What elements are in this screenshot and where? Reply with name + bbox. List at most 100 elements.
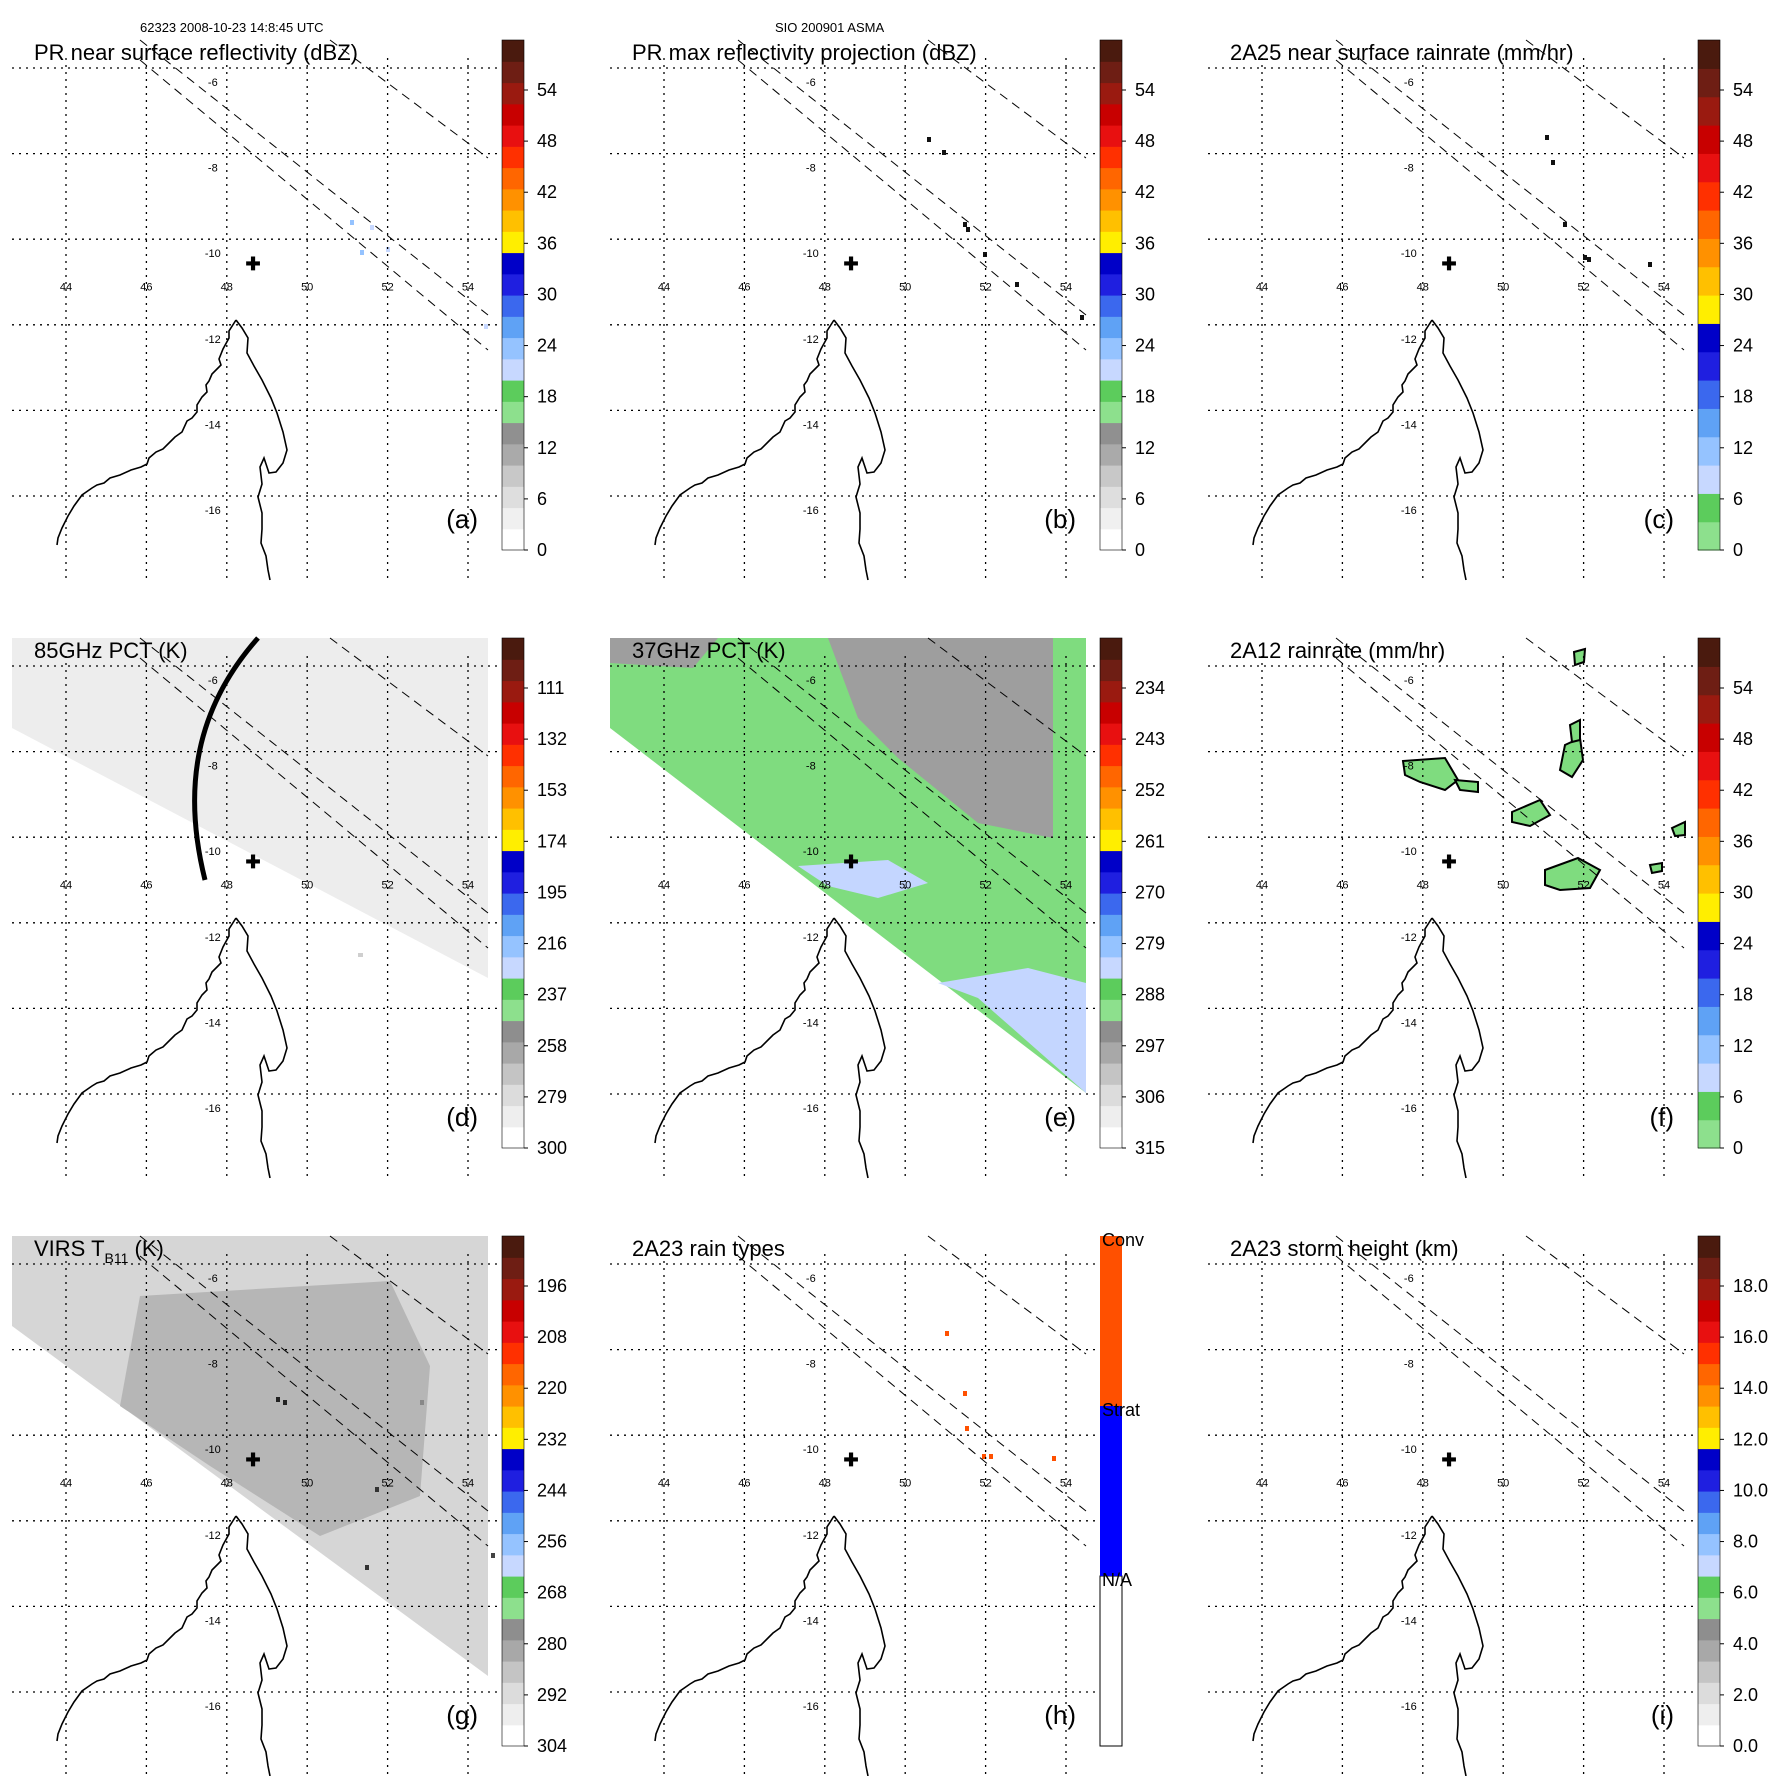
panel-title-subscript: B11 <box>105 1250 129 1266</box>
colorbar-segment <box>502 188 524 211</box>
colorbar-tick-label: 42 <box>537 182 557 202</box>
colorbar-tick-label: 48 <box>1733 729 1753 749</box>
colorbar-segment <box>502 1639 524 1662</box>
panel-title: 2A23 storm height (km) <box>1230 1236 1459 1261</box>
colorbar-segment <box>1698 380 1720 409</box>
lon-label: 46 <box>1336 1478 1348 1490</box>
lat-label: -10 <box>803 248 819 260</box>
lat-label: -12 <box>803 932 819 944</box>
colorbar-segment <box>502 914 524 937</box>
colorbar-tick-label: 196 <box>537 1276 567 1296</box>
colorbar-segment <box>1698 493 1720 523</box>
colorbar-segment <box>1100 701 1122 724</box>
swath-edge-dashed <box>139 657 489 949</box>
lon-label: 54 <box>1658 1478 1670 1490</box>
colorbar-tick-label: 244 <box>537 1480 567 1500</box>
lon-label: 54 <box>1658 880 1670 892</box>
lon-label: 52 <box>979 1478 991 1490</box>
lon-label: 48 <box>221 880 233 892</box>
colorbar-segment <box>1698 153 1720 183</box>
colorbar-tick-label: 4.0 <box>1733 1634 1758 1654</box>
colorbar-segment <box>1100 1126 1122 1149</box>
lon-label: 44 <box>658 1478 670 1490</box>
swath-edge-dashed <box>329 637 489 757</box>
rain-pixel-3 <box>1583 255 1587 260</box>
colorbar-segment <box>502 507 524 530</box>
panel-f-plot: -6 -8 -10 -12 -14 -16 44 46 48 50 52 54 ✚ 2A12 rainra… <box>1208 637 1753 1179</box>
panel-title-main: 2A23 storm height (km) <box>1230 1236 1459 1261</box>
colorbar-segment <box>1698 949 1720 979</box>
warm-region-west <box>610 638 718 668</box>
colorbar-tick-label: 268 <box>537 1583 567 1603</box>
colorbar-category-label-2: N/A <box>1102 1570 1132 1590</box>
center-marker: ✚ <box>245 1450 260 1470</box>
colorbar-segment <box>1698 181 1720 211</box>
swath-edge-dashed <box>1525 1235 1685 1355</box>
rain-pixel-5 <box>1648 262 1652 267</box>
lon-label: 52 <box>1577 282 1589 294</box>
panel-h-plot: -6 -8 -10 -12 -14 -16 44 46 48 50 52 54 ✚ 2A23 rain t… <box>610 1230 1144 1776</box>
colorbar-segment <box>1698 638 1720 667</box>
rain-pixel-0 <box>1545 135 1549 140</box>
colorbar-segment <box>502 358 524 381</box>
colorbar-segment <box>1100 61 1122 84</box>
swath-edge-dashed <box>737 1255 1087 1547</box>
colorbar-segment <box>1100 210 1122 232</box>
lat-label: -8 <box>208 1359 218 1371</box>
lon-label: 44 <box>60 880 72 892</box>
coastline-west <box>1252 319 1433 546</box>
center-marker: ✚ <box>843 852 858 872</box>
lat-label: -6 <box>1404 77 1414 89</box>
lat-label: -14 <box>803 1615 819 1627</box>
colorbar-tick-label: 6 <box>537 489 547 509</box>
colorbar-segment <box>502 1491 524 1513</box>
lon-label: 50 <box>301 880 313 892</box>
panel-label: (c) <box>1644 504 1674 534</box>
panel-virs-tb11: -6 -8 -10 -12 -14 -16 44 46 48 50 52 54 ✚ VIRS TB11 (… <box>0 1235 567 1776</box>
colorbar-segment <box>1100 978 1122 1000</box>
colorbar-tick-label: 30 <box>537 284 557 304</box>
lon-label: 54 <box>462 282 474 294</box>
colorbar-segment <box>502 1236 524 1258</box>
lon-label: 52 <box>381 1478 393 1490</box>
colorbar-segment <box>1698 351 1720 381</box>
rain-cell-4 <box>1568 718 1581 744</box>
colorbar-tick-label: 16.0 <box>1733 1327 1768 1347</box>
colorbar-tick-label: 42 <box>1135 182 1155 202</box>
lat-label: -12 <box>205 334 221 346</box>
cloud-region <box>120 1281 430 1536</box>
colorbar-segment <box>1698 1618 1720 1641</box>
colorbar-segment <box>1698 40 1720 69</box>
colorbar-segment <box>1698 1554 1720 1577</box>
colorbar-segment <box>1698 836 1720 866</box>
colorbar-segment <box>1698 1576 1720 1598</box>
lon-label: 50 <box>1497 1478 1509 1490</box>
colorbar-segment <box>502 808 524 830</box>
colorbar-tick-label: 30 <box>1733 284 1753 304</box>
panel-label: (g) <box>446 1700 478 1730</box>
colorbar-frame <box>1697 637 1721 1149</box>
colorbar-tick-label: 6 <box>1135 489 1145 509</box>
colorbar-segment <box>1100 125 1122 147</box>
colorbar-segment <box>1698 1491 1720 1513</box>
colorbar-segment <box>1698 751 1720 781</box>
colorbar-tick-label: 30 <box>1135 284 1155 304</box>
colorbar-segment <box>1100 380 1122 402</box>
lat-label: -14 <box>205 1615 221 1627</box>
panel-title-main: 2A12 rainrate (mm/hr) <box>1230 638 1445 663</box>
coastline-west <box>56 917 237 1144</box>
lon-label: 50 <box>899 282 911 294</box>
colorbar-tick-label: 237 <box>537 985 567 1005</box>
colorbar-segment <box>1698 1469 1720 1492</box>
rain-pixel-4 <box>484 324 488 329</box>
lon-label: 54 <box>462 1478 474 1490</box>
swath-edge-dashed <box>1335 657 1685 949</box>
colorbar-tick-label: 48 <box>1135 131 1155 151</box>
colorbar-segment <box>502 443 524 466</box>
colorbar-segment <box>1100 680 1122 703</box>
colorbar-segment <box>502 422 524 445</box>
lat-label: -6 <box>208 1273 218 1285</box>
colorbar-segment <box>502 701 524 724</box>
colorbar-segment <box>1100 167 1122 190</box>
colorbar-tick-label: 270 <box>1135 882 1165 902</box>
